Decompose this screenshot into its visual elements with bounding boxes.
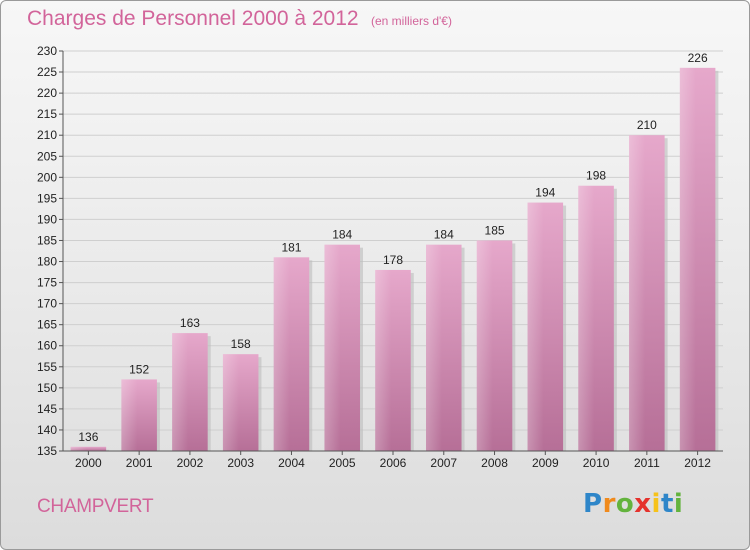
y-tick-label: 230 xyxy=(37,44,57,58)
data-label: 158 xyxy=(231,337,251,351)
data-labels: 136 152 163 158 181 184 178 184 185 194 198 210 226 xyxy=(78,51,708,444)
y-tick-label: 165 xyxy=(37,318,57,332)
y-tick-label: 150 xyxy=(37,381,57,395)
bar-highlight xyxy=(121,379,138,451)
y-tick-label: 195 xyxy=(37,191,57,205)
y-tick-label: 210 xyxy=(37,128,57,142)
x-tick-label: 2006 xyxy=(380,456,407,470)
y-axis: 135 140 145 150 155 160 165 170 175 180 185 190 195 2… xyxy=(37,44,64,458)
y-tick-label: 190 xyxy=(37,212,57,226)
chart-subtitle: (en milliers d'€) xyxy=(371,14,452,28)
y-tick-label: 140 xyxy=(37,423,57,437)
data-label: 163 xyxy=(180,316,200,330)
bar-highlight xyxy=(527,202,544,451)
bar-highlight xyxy=(629,135,646,452)
y-tick-label: 160 xyxy=(37,339,57,353)
x-tick-label: 2003 xyxy=(227,456,254,470)
data-label: 181 xyxy=(281,240,301,254)
bar-highlight xyxy=(70,446,87,451)
y-tick-label: 155 xyxy=(37,360,57,374)
bar-highlight xyxy=(375,269,392,451)
bar-highlight xyxy=(679,67,696,451)
bar-highlight xyxy=(222,354,239,451)
data-label: 226 xyxy=(688,51,708,65)
y-tick-label: 200 xyxy=(37,170,57,184)
y-tick-label: 205 xyxy=(37,149,57,163)
bar-highlight xyxy=(324,244,341,451)
y-tick-label: 220 xyxy=(37,86,57,100)
data-label: 185 xyxy=(485,223,505,237)
y-tick-label: 215 xyxy=(37,107,57,121)
x-tick-label: 2009 xyxy=(532,456,559,470)
bars xyxy=(70,67,719,452)
data-label: 178 xyxy=(383,253,403,267)
data-label: 152 xyxy=(129,362,149,376)
y-tick-label: 145 xyxy=(37,402,57,416)
x-tick-label: 2010 xyxy=(583,456,610,470)
data-label: 210 xyxy=(637,118,657,132)
data-label: 194 xyxy=(535,186,555,200)
y-tick-label: 170 xyxy=(37,297,57,311)
x-tick-label: 2004 xyxy=(278,456,305,470)
bar xyxy=(70,446,107,451)
bar-highlight xyxy=(426,244,442,451)
x-tick-label: 2011 xyxy=(634,456,660,470)
x-tick-label: 2005 xyxy=(329,456,356,470)
chart-title: Charges de Personnel 2000 à 2012 xyxy=(27,7,359,30)
data-label: 184 xyxy=(332,228,352,242)
data-label: 136 xyxy=(78,430,98,444)
x-tick-label: 2002 xyxy=(177,456,204,470)
x-tick-label: 2001 xyxy=(126,456,153,470)
bar-highlight xyxy=(172,333,189,451)
data-label: 184 xyxy=(434,228,454,242)
x-tick-label: 2000 xyxy=(75,456,102,470)
bar-highlight xyxy=(578,185,595,451)
x-tick-label: 2007 xyxy=(430,456,457,470)
data-label: 198 xyxy=(586,169,606,183)
y-tick-label: 185 xyxy=(37,233,57,247)
proxiti-logo: Proxiti xyxy=(583,489,684,519)
commune-name: CHAMPVERT xyxy=(37,496,154,517)
y-tick-label: 180 xyxy=(37,255,57,269)
x-axis: 2000 2001 2002 2003 2004 2005 2006 2007 2008 2009… xyxy=(63,450,723,470)
y-tick-label: 135 xyxy=(37,444,57,458)
x-tick-label: 2012 xyxy=(684,456,711,470)
x-tick-label: 2008 xyxy=(481,456,508,470)
y-tick-label: 225 xyxy=(37,65,57,79)
bar-highlight xyxy=(476,240,493,451)
bar-highlight xyxy=(273,257,290,451)
y-tick-label: 175 xyxy=(37,276,57,290)
